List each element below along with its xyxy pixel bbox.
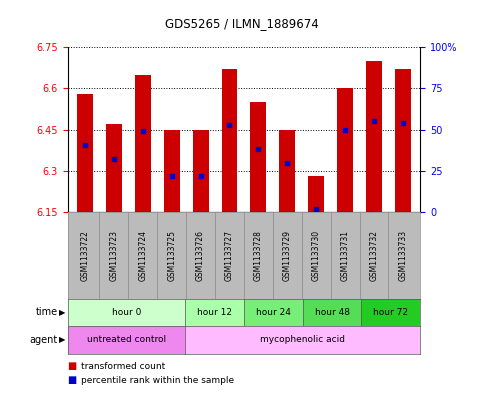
Bar xyxy=(164,130,180,212)
Text: ▶: ▶ xyxy=(59,336,65,344)
Text: GSM1133722: GSM1133722 xyxy=(81,230,89,281)
Text: hour 24: hour 24 xyxy=(256,308,291,317)
Bar xyxy=(106,124,122,212)
Text: GSM1133730: GSM1133730 xyxy=(312,230,321,281)
Text: GSM1133729: GSM1133729 xyxy=(283,230,292,281)
Bar xyxy=(250,102,266,212)
Text: GSM1133727: GSM1133727 xyxy=(225,230,234,281)
Text: mycophenolic acid: mycophenolic acid xyxy=(260,336,345,344)
Bar xyxy=(279,130,295,212)
Text: ■: ■ xyxy=(68,375,77,385)
Text: hour 72: hour 72 xyxy=(373,308,408,317)
Bar xyxy=(308,176,324,212)
Bar xyxy=(193,130,209,212)
Text: hour 0: hour 0 xyxy=(112,308,141,317)
Bar xyxy=(135,75,151,212)
Text: untreated control: untreated control xyxy=(87,336,166,344)
Text: GSM1133731: GSM1133731 xyxy=(341,230,350,281)
Text: ■: ■ xyxy=(68,361,77,371)
Bar xyxy=(337,88,353,212)
Text: GSM1133726: GSM1133726 xyxy=(196,230,205,281)
Bar xyxy=(222,69,238,212)
Bar xyxy=(366,61,382,212)
Text: time: time xyxy=(36,307,58,318)
Text: hour 12: hour 12 xyxy=(197,308,232,317)
Text: hour 48: hour 48 xyxy=(314,308,350,317)
Text: transformed count: transformed count xyxy=(81,362,165,371)
Text: agent: agent xyxy=(30,335,58,345)
Text: GSM1133732: GSM1133732 xyxy=(369,230,379,281)
Text: GSM1133723: GSM1133723 xyxy=(109,230,118,281)
Text: GSM1133728: GSM1133728 xyxy=(254,230,263,281)
Text: percentile rank within the sample: percentile rank within the sample xyxy=(81,376,234,385)
Text: GSM1133725: GSM1133725 xyxy=(167,230,176,281)
Bar xyxy=(77,94,93,212)
Text: ▶: ▶ xyxy=(59,308,65,317)
Text: GSM1133733: GSM1133733 xyxy=(398,230,407,281)
Bar xyxy=(395,69,411,212)
Text: GSM1133724: GSM1133724 xyxy=(138,230,147,281)
Text: GDS5265 / ILMN_1889674: GDS5265 / ILMN_1889674 xyxy=(165,17,318,30)
